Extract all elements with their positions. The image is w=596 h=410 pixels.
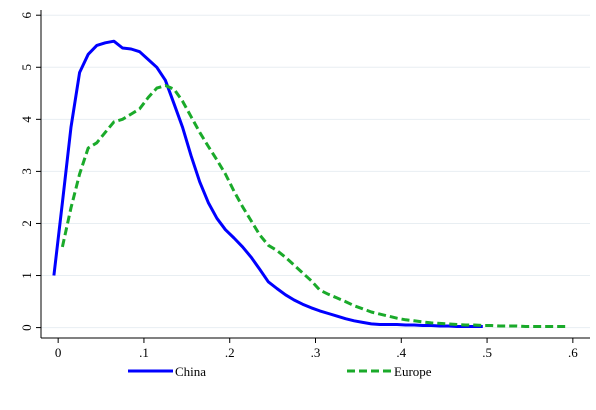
series-line-europe <box>60 84 569 328</box>
y-tick-label: 2 <box>19 220 34 227</box>
y-tick-label: 1 <box>19 272 34 279</box>
legend-label-china: China <box>175 364 206 379</box>
x-tick-label: .6 <box>568 345 578 360</box>
x-tick-label: .3 <box>311 345 321 360</box>
legend: China Europe <box>128 364 432 379</box>
series-line-china <box>52 39 483 328</box>
x-tick-label: .4 <box>396 345 406 360</box>
x-tick-label: .1 <box>139 345 149 360</box>
series-lines <box>52 39 569 328</box>
y-tick-label: 4 <box>19 116 34 123</box>
y-tick-label: 0 <box>19 324 34 331</box>
y-tick-label: 3 <box>19 168 34 175</box>
y-tick-label: 6 <box>19 11 34 18</box>
x-tick-label: 0 <box>55 345 62 360</box>
axes <box>40 10 590 339</box>
y-axis-ticks: 0 1 2 3 4 5 6 <box>19 11 41 331</box>
x-tick-label: .2 <box>225 345 235 360</box>
grid-lines <box>41 14 590 329</box>
y-tick-label: 5 <box>19 64 34 71</box>
x-tick-label: .5 <box>482 345 492 360</box>
legend-label-europe: Europe <box>394 364 432 379</box>
x-axis-ticks: 0 .1 .2 .3 .4 .5 .6 <box>55 338 578 360</box>
